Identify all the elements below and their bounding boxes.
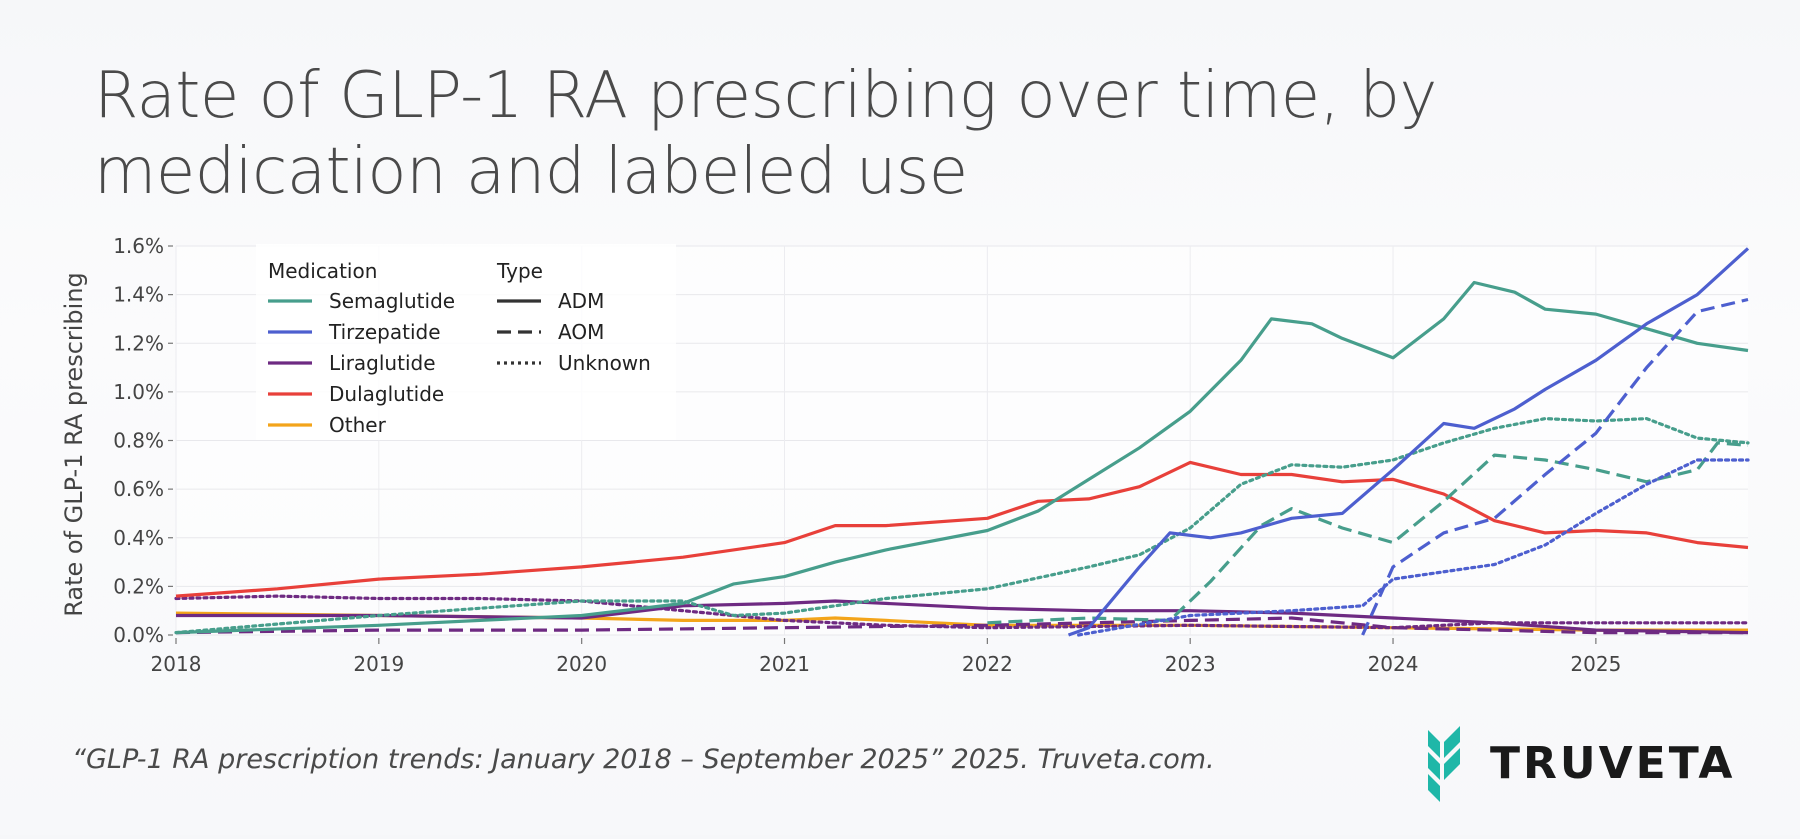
y-tick-label: 1.0% <box>113 380 164 404</box>
legend-label-dulaglutide: Dulaglutide <box>329 382 444 406</box>
y-tick-label: 0.8% <box>113 429 164 453</box>
legend-label-liraglutide: Liraglutide <box>329 351 436 375</box>
y-tick-label: 1.4% <box>113 283 164 307</box>
x-tick-label: 2019 <box>353 652 404 676</box>
x-tick-label: 2020 <box>556 652 607 676</box>
series-line-tirzepatide-adm <box>1067 247 1750 637</box>
legend-label-tirzepatide: Tirzepatide <box>328 320 441 344</box>
x-tick-label: 2022 <box>962 652 1013 676</box>
series-line-semaglutide-unknown <box>174 417 1750 635</box>
legend-title-medication: Medication <box>268 259 377 283</box>
series-line-liraglutide-aom <box>175 616 1748 635</box>
y-tick-label: 1.6% <box>113 234 164 258</box>
series-line-semaglutide-aom <box>987 441 1749 625</box>
y-tick-label: 0.4% <box>113 526 164 550</box>
legend-label-unknown: Unknown <box>558 351 651 375</box>
truveta-logo-icon <box>1428 726 1460 802</box>
y-tick-label: 1.2% <box>113 331 164 355</box>
series-line-liraglutide-unknown <box>174 594 1750 630</box>
chart-title: Rate of GLP-1 RA prescribing over time, … <box>94 59 1437 209</box>
y-tick-label: 0.6% <box>113 477 164 501</box>
series-line-semaglutide-adm <box>175 280 1749 635</box>
legend-label-semaglutide: Semaglutide <box>329 289 455 313</box>
legend-box <box>256 244 676 440</box>
x-tick-label: 2018 <box>151 652 202 676</box>
x-tick-label: 2023 <box>1165 652 1216 676</box>
legend-label-aom: AOM <box>558 320 604 344</box>
truveta-logo-text: TRUVETA <box>1490 738 1736 789</box>
legend-label-adm: ADM <box>558 289 604 313</box>
series-line-tirzepatide-unknown <box>1077 458 1750 637</box>
x-tick-label: 2024 <box>1368 652 1419 676</box>
series-line-tirzepatide-aom <box>1361 297 1749 636</box>
x-tick-label: 2021 <box>759 652 810 676</box>
y-tick-label: 0.2% <box>113 574 164 598</box>
source-citation: “GLP-1 RA prescription trends: January 2… <box>72 744 1215 775</box>
series-line-dulaglutide-adm <box>175 460 1749 598</box>
legend-title-type: Type <box>496 259 543 283</box>
truveta-logo: TRUVETA <box>1418 716 1748 806</box>
legend-label-other: Other <box>329 413 387 437</box>
series-line-liraglutide-adm <box>176 599 1749 635</box>
y-tick-label: 0.0% <box>113 623 164 647</box>
x-tick-label: 2025 <box>1570 652 1621 676</box>
y-axis-label: Rate of GLP-1 RA prescribing <box>60 272 88 617</box>
